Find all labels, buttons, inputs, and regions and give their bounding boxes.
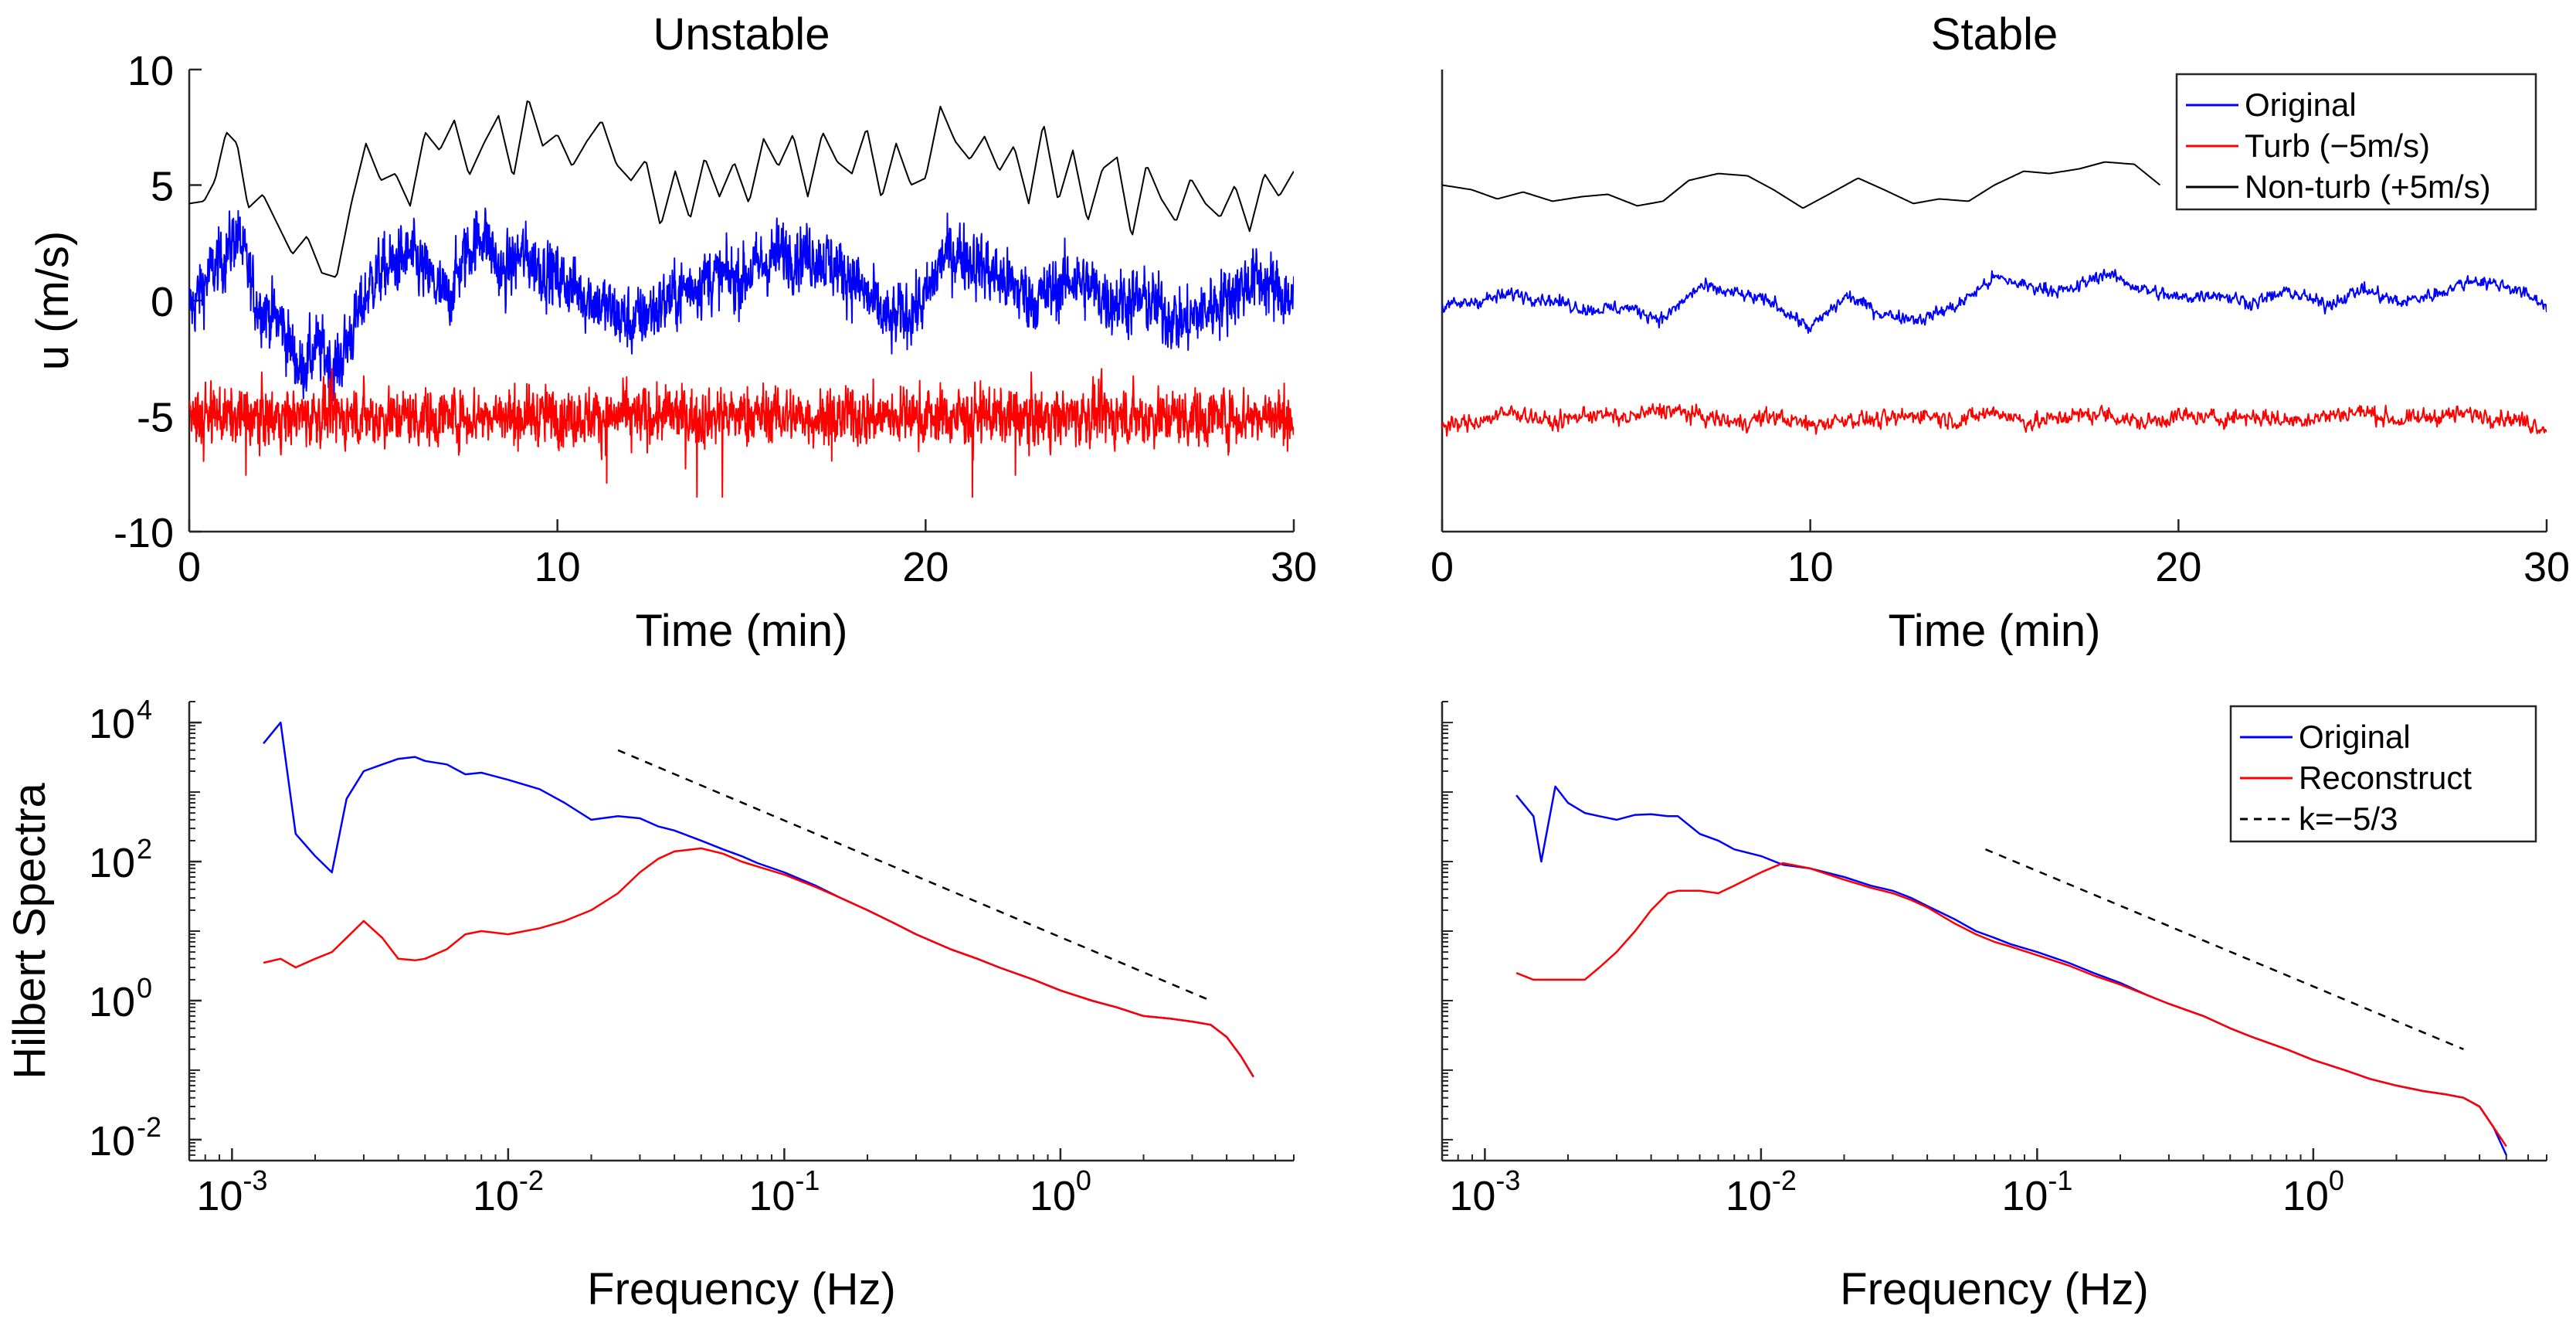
panel-1: 0 10 20 30 Stable Time (min) Original Turb (−5m… — [1431, 9, 2570, 656]
y-tick-label: 0 — [151, 279, 174, 325]
legend-label: Turb (−5m/s) — [2245, 127, 2430, 164]
x-tick-label: 10 — [535, 544, 581, 590]
plot-area — [1515, 785, 2507, 1156]
y-axis-label: u (m/s) — [28, 231, 78, 370]
y-tick-exponent: 0 — [137, 972, 152, 1004]
series-k — [1985, 848, 2464, 1051]
y-tick-exponent: 2 — [137, 833, 152, 865]
plot-area — [1442, 161, 2547, 437]
y-axis-label: Hilbert Spectra — [5, 782, 55, 1079]
legend-label: Original — [2299, 719, 2411, 755]
plot-area — [263, 721, 1254, 1078]
legend-label: k=−5/3 — [2299, 801, 2398, 837]
series-original — [1442, 268, 2547, 334]
y-tick-label: -10 — [114, 510, 174, 556]
series-reconstruct — [1515, 862, 2507, 1147]
y-tick-label: 10 — [89, 701, 135, 747]
x-axis-label: Frequency (Hz) — [587, 1264, 896, 1314]
x-tick-label: 0 — [178, 544, 201, 590]
x-tick-label: 20 — [2155, 544, 2201, 590]
plot-area — [189, 100, 1294, 498]
chart-title: Unstable — [653, 9, 830, 59]
y-tick-label: 10 — [127, 48, 174, 94]
x-tick-label: 30 — [2523, 544, 2570, 590]
x-tick-label: 100 — [2282, 1164, 2344, 1219]
series-non-turb-m-s — [189, 100, 1294, 278]
chart-title: Stable — [1931, 9, 2058, 59]
x-tick-label: 10-2 — [1726, 1164, 1797, 1219]
x-tick-label: 20 — [902, 544, 949, 590]
series-turb-m-s — [189, 368, 1294, 498]
legend-label: Non-turb (+5m/s) — [2245, 168, 2491, 205]
x-tick-label: 10 — [1787, 544, 1834, 590]
x-tick-label: 0 — [1431, 544, 1454, 590]
series-reconstruct — [263, 847, 1254, 1078]
x-tick-label: 10-2 — [473, 1164, 544, 1219]
x-tick-label: 10-3 — [196, 1164, 267, 1219]
y-tick-exponent: -2 — [137, 1111, 161, 1143]
legend: Original Reconstruct k=−5/3 — [2229, 705, 2537, 843]
panel-0: 0 10 20 30 -10 -5 0 5 10 Unstable Time (min) u (m/s… — [28, 9, 1317, 656]
x-axis-label: Frequency (Hz) — [1840, 1264, 2149, 1314]
y-tick-label: 10 — [89, 1118, 135, 1164]
x-tick-label: 30 — [1271, 544, 1317, 590]
panel-3: 10-3 10-2 10-1 100 Frequency (Hz) Original Rec… — [1441, 701, 2547, 1314]
series-k — [617, 749, 1211, 1002]
y-tick-label: -5 — [137, 395, 174, 441]
y-tick-label: 10 — [89, 979, 135, 1025]
legend: Original Turb (−5m/s) Non-turb (+5m/s) — [2175, 73, 2537, 211]
y-tick-exponent: 4 — [137, 694, 152, 726]
series-original — [263, 721, 1254, 1078]
legend-label: Original — [2245, 87, 2357, 123]
y-tick-label: 10 — [89, 840, 135, 886]
x-tick-label: 10-1 — [748, 1164, 820, 1219]
x-tick-label: 10-3 — [1449, 1164, 1520, 1219]
y-tick-label: 5 — [151, 164, 174, 210]
series-non-turb-m-s — [1442, 161, 2161, 209]
legend-label: Reconstruct — [2299, 760, 2472, 796]
legend-box — [2229, 705, 2537, 843]
x-axis-label: Time (min) — [636, 606, 848, 656]
series-turb-m-s — [1442, 403, 2547, 437]
x-axis-label: Time (min) — [1889, 606, 2101, 656]
x-tick-label: 10-1 — [2001, 1164, 2072, 1219]
x-tick-label: 100 — [1030, 1164, 1091, 1219]
series-original — [189, 207, 1294, 402]
